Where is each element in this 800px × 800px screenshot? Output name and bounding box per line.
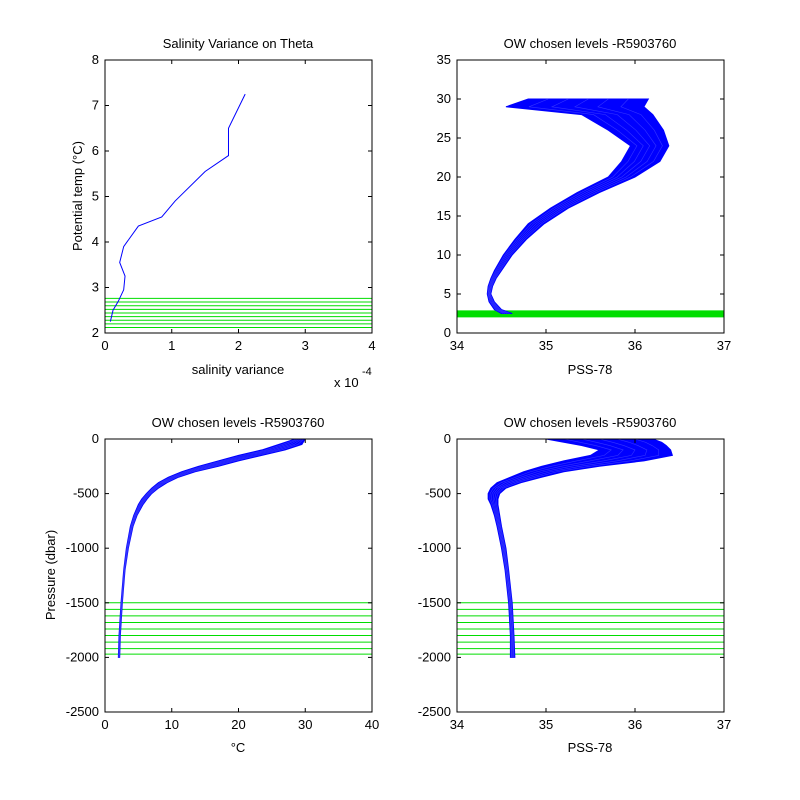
profile-line (491, 438, 624, 658)
x-tick-label: 30 (298, 717, 312, 732)
profile-envelope (117, 438, 307, 658)
y-tick-label: 3 (92, 280, 99, 295)
y-tick-label: 4 (92, 234, 99, 249)
x-axis-label: salinity variance (192, 362, 285, 377)
profile-line (118, 438, 299, 658)
profile-envelope (487, 438, 674, 658)
chart-title: OW chosen levels -R5903760 (504, 415, 677, 430)
y-tick-label: 35 (437, 52, 451, 67)
axis-ticks: 34 35 36 37 0 5 10 15 20 25 30 35 (437, 52, 732, 353)
y-tick-label: -1000 (418, 540, 451, 555)
y-tick-label: 5 (444, 286, 451, 301)
x-tick-label: 0 (101, 338, 108, 353)
y-tick-label: 6 (92, 143, 99, 158)
series-line (109, 93, 246, 322)
x-tick-label: 36 (628, 717, 642, 732)
x-tick-label: 34 (450, 338, 464, 353)
y-tick-label: -2500 (418, 704, 451, 719)
x-axis-label: PSS-78 (568, 362, 613, 377)
y-tick-label: 0 (92, 431, 99, 446)
y-tick-label: 15 (437, 208, 451, 223)
x-axis-label: °C (231, 740, 246, 755)
profile-line (489, 98, 657, 314)
x-exponent-label: x 10 (334, 375, 359, 390)
y-tick-label: -1000 (66, 540, 99, 555)
profile-line (118, 438, 301, 658)
y-tick-label: 5 (92, 189, 99, 204)
y-tick-label: 20 (437, 169, 451, 184)
x-tick-label: 3 (302, 338, 309, 353)
x-tick-label: 36 (628, 338, 642, 353)
profile-line (118, 438, 303, 658)
x-tick-label: 2 (235, 338, 242, 353)
y-tick-label: -1500 (418, 595, 451, 610)
y-tick-label: 8 (92, 52, 99, 67)
y-tick-label: -500 (425, 486, 451, 501)
profile-line (492, 438, 636, 658)
x-tick-label: 10 (165, 717, 179, 732)
chart-title: Salinity Variance on Theta (163, 36, 314, 51)
x-tick-label: 35 (539, 338, 553, 353)
profile-line (118, 438, 298, 658)
plot-area (105, 438, 372, 658)
plot-area (457, 98, 724, 318)
profile-line (494, 438, 648, 658)
x-axis-label: PSS-78 (568, 740, 613, 755)
axes-box (104, 438, 373, 713)
x-tick-label: 0 (101, 717, 108, 732)
axis-ticks: 0 10 20 30 40 0 -500 -1000 -1500 -2000 -2500 (66, 431, 379, 732)
x-tick-label: 35 (539, 717, 553, 732)
y-tick-label: 0 (444, 431, 451, 446)
profile-line (119, 438, 304, 658)
axis-ticks: 34 35 36 37 0 -500 -1000 -1500 -2000 -2500 (418, 431, 731, 732)
x-tick-label: 37 (717, 338, 731, 353)
y-tick-label: 0 (444, 325, 451, 340)
plot-area (105, 93, 372, 329)
x-tick-label: 20 (231, 717, 245, 732)
y-tick-label: 30 (437, 91, 451, 106)
panel-theta-salinity: OW chosen levels -R5903760 34 35 36 37 0 5 10 1… (437, 36, 732, 377)
chart-title: OW chosen levels -R5903760 (504, 36, 677, 51)
plot-area (457, 438, 724, 658)
y-axis-label: Pressure (dbar) (43, 530, 58, 620)
axes-box (104, 59, 373, 334)
x-tick-label: 4 (368, 338, 375, 353)
y-tick-label: 10 (437, 247, 451, 262)
profile-line (488, 98, 644, 314)
panel-pressure-salinity: OW chosen levels -R5903760 34 35 36 37 0 -500… (418, 415, 731, 755)
profile-line (487, 98, 638, 314)
axes-box (456, 59, 725, 334)
y-tick-label: -2500 (66, 704, 99, 719)
chart-title: OW chosen levels -R5903760 (152, 415, 325, 430)
x-tick-label: 37 (717, 717, 731, 732)
y-axis-label: Potential temp (°C) (70, 141, 85, 251)
profile-line (488, 98, 651, 314)
x-tick-label: 1 (168, 338, 175, 353)
y-tick-label: 25 (437, 130, 451, 145)
x-tick-label: 40 (365, 717, 379, 732)
x-tick-label: 34 (450, 717, 464, 732)
profile-line (496, 438, 660, 658)
x-exponent: -4 (362, 366, 372, 378)
y-tick-label: 2 (92, 325, 99, 340)
axes-box (456, 438, 725, 713)
y-tick-label: -1500 (66, 595, 99, 610)
profile-envelope (486, 98, 670, 314)
y-tick-label: -500 (73, 486, 99, 501)
panel-pressure-temperature: OW chosen levels -R5903760 0 10 20 30 40 0 -50… (43, 415, 379, 755)
panel-salinity-variance: Salinity Variance on Theta 0 1 2 3 42345678 … (70, 36, 376, 390)
profile-line (489, 438, 612, 658)
y-tick-label: 7 (92, 98, 99, 113)
profile-line (489, 98, 663, 314)
y-tick-label: -2000 (66, 649, 99, 664)
y-tick-label: -2000 (418, 649, 451, 664)
axis-ticks: 0 1 2 3 4 2 3 4 5 6 7 8 (92, 52, 376, 353)
